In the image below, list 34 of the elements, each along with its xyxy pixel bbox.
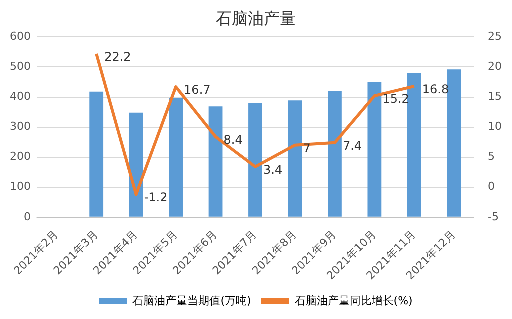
data-label: 7.4: [342, 139, 362, 154]
legend-label: 石脑油产量当期值(万吨): [132, 294, 252, 308]
data-label: 7: [303, 141, 311, 156]
y2-tick-label: 15: [488, 90, 502, 104]
bar: [288, 100, 302, 217]
y2-tick-label: 10: [488, 120, 502, 134]
bar: [407, 72, 422, 217]
legend-label: 石脑油产量同比增长(%): [294, 294, 413, 308]
y-tick-label: 500: [10, 60, 31, 74]
bar: [248, 102, 262, 217]
y-tick-label: 100: [10, 180, 31, 194]
bar: [368, 82, 382, 217]
y-tick-label: 600: [10, 30, 31, 44]
data-label: 3.4: [264, 163, 283, 178]
y-tick-label: 0: [24, 210, 31, 224]
data-label: -1.2: [144, 190, 168, 205]
bar: [169, 98, 183, 217]
data-label: 8.4: [224, 133, 243, 148]
y2-tick-label: 5: [488, 150, 496, 164]
data-label: 16.7: [184, 83, 211, 98]
chart-title: 石脑油产量: [216, 8, 296, 28]
bar: [208, 106, 223, 217]
y-tick-label: 400: [10, 90, 31, 104]
y2-tick-label: -5: [488, 210, 499, 224]
bar: [328, 90, 342, 217]
data-label: 22.2: [104, 50, 132, 64]
y2-tick-label: 20: [488, 60, 502, 74]
y2-tick-label: 0: [488, 180, 496, 194]
y-tick-label: 200: [10, 150, 31, 164]
y-tick-label: 300: [10, 120, 31, 134]
bar: [90, 92, 104, 217]
y2-tick-label: 25: [488, 30, 502, 44]
bar: [129, 112, 144, 217]
bar: [447, 70, 462, 217]
